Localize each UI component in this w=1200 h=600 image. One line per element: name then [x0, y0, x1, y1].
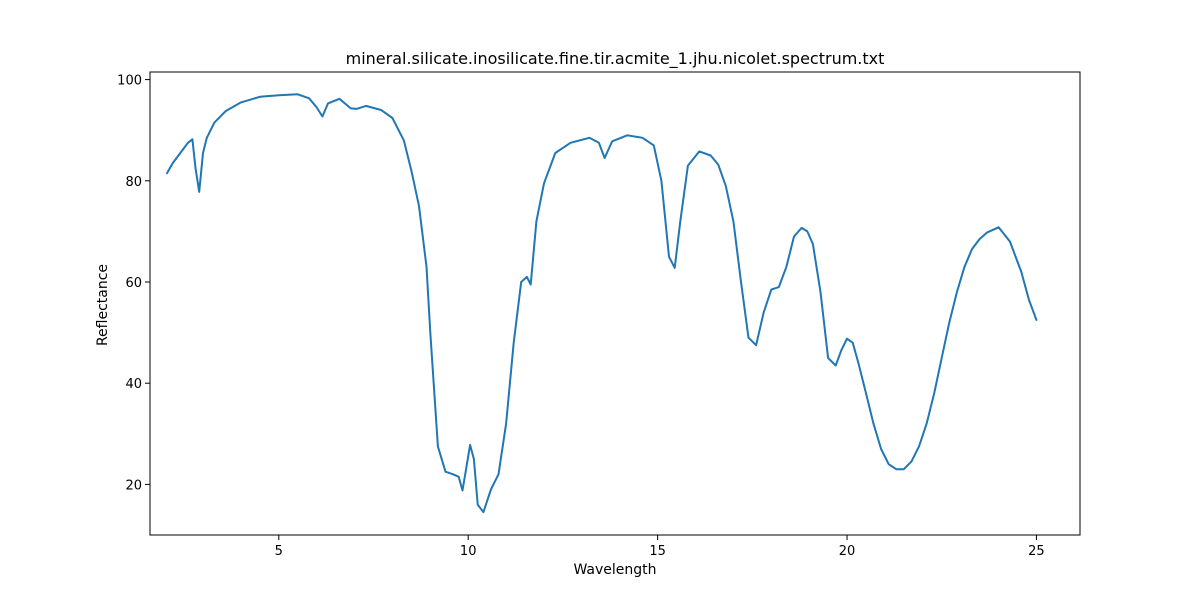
x-axis: 5 10 15 20 25 — [275, 535, 1045, 559]
y-axis: 20 40 60 80 100 — [117, 74, 150, 493]
x-tick-label: 25 — [1028, 544, 1045, 559]
x-tick-label: 5 — [275, 544, 283, 559]
plot-area — [149, 71, 1081, 536]
y-tick-label: 20 — [125, 478, 142, 493]
x-tick-label: 15 — [649, 544, 666, 559]
series-line — [166, 93, 1038, 514]
y-tick-label: 40 — [125, 377, 142, 392]
chart-title: mineral.silicate.inosilicate.fine.tir.ac… — [346, 49, 885, 69]
x-axis-label: Wavelength — [573, 562, 656, 578]
y-tick-label: 60 — [125, 276, 142, 291]
y-tick-label: 100 — [117, 74, 142, 89]
y-axis-label: Reflectance — [95, 264, 111, 346]
x-tick-label: 20 — [839, 544, 856, 559]
y-tick-label: 80 — [125, 175, 142, 190]
x-tick-label: 10 — [460, 544, 477, 559]
plot-frame — [149, 71, 1081, 536]
